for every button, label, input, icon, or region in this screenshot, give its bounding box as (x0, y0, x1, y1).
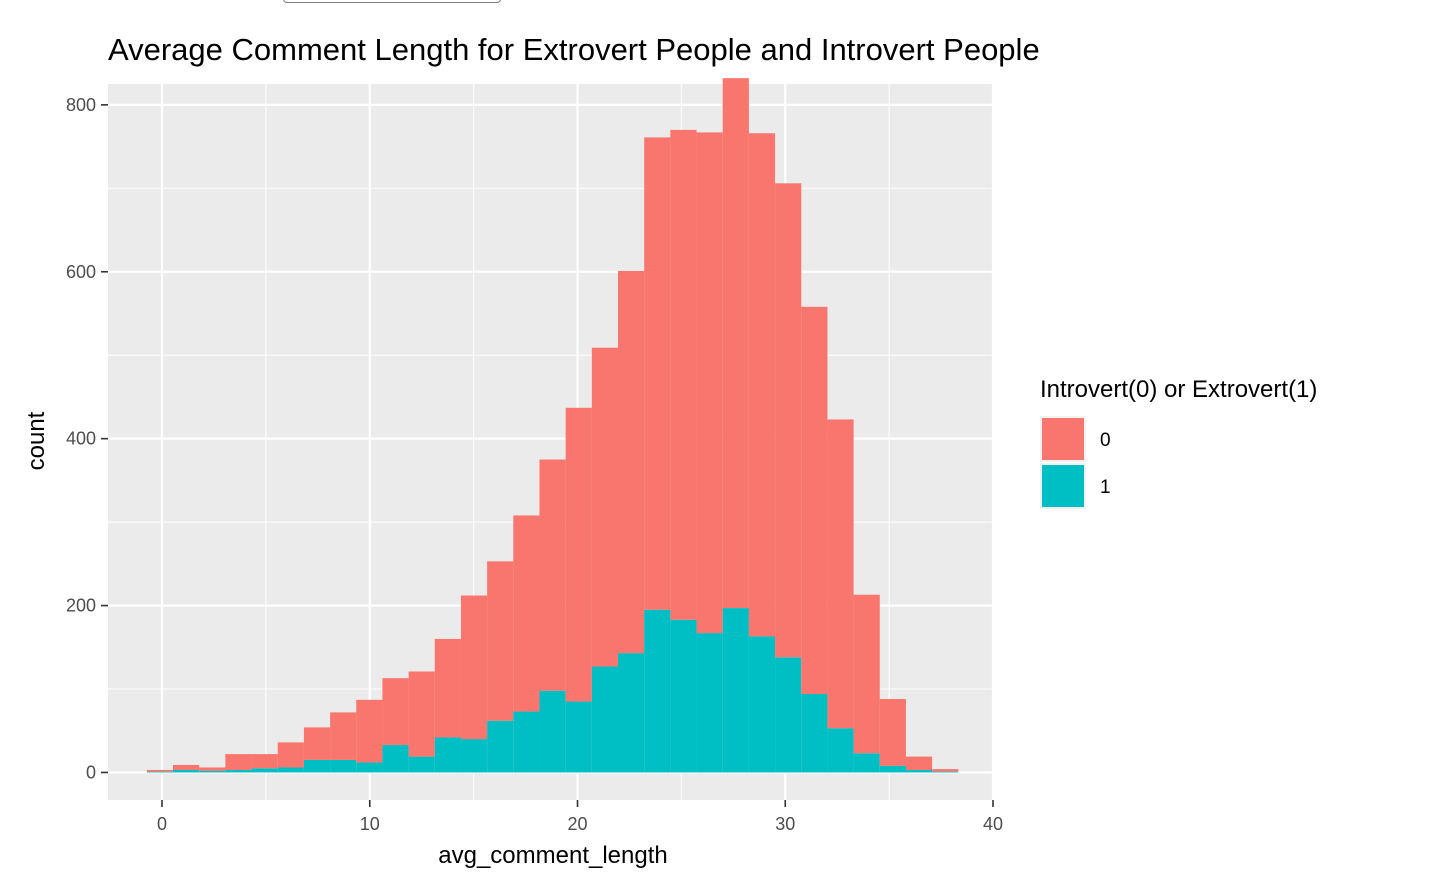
legend-swatch (1042, 418, 1084, 460)
bar-extrovert (670, 619, 697, 773)
bar-introvert (539, 459, 566, 691)
bar-extrovert (277, 767, 304, 773)
bar-extrovert (748, 636, 776, 773)
legend-label: 0 (1100, 430, 1111, 451)
bar-extrovert (853, 753, 880, 773)
bar-introvert (251, 754, 278, 769)
y-tick-label: 400 (66, 429, 96, 449)
y-tick-label: 200 (66, 596, 96, 616)
bar-introvert (644, 137, 671, 610)
chart-title: Average Comment Length for Extrovert Peo… (108, 32, 1040, 67)
bar-extrovert (251, 768, 278, 773)
bar-introvert (670, 129, 697, 620)
bar-introvert (591, 347, 619, 667)
bar-introvert (487, 561, 514, 721)
bar-extrovert (303, 759, 331, 773)
bar-extrovert (330, 759, 357, 773)
bar-introvert (565, 407, 592, 702)
bar-extrovert (565, 701, 592, 773)
bar-introvert (356, 699, 383, 763)
bar-extrovert (408, 756, 435, 773)
bar-extrovert (225, 769, 252, 773)
bar-introvert (513, 515, 540, 712)
bar-introvert (303, 727, 331, 760)
bar-introvert (748, 133, 776, 637)
bar-introvert (277, 742, 304, 768)
bar-extrovert (487, 720, 514, 773)
bar-extrovert (199, 770, 226, 773)
bar-introvert (382, 678, 409, 745)
legend-label: 1 (1100, 477, 1111, 498)
legend-title: Introvert(0) or Extrovert(1) (1040, 376, 1317, 403)
x-tick-label: 40 (983, 814, 1003, 834)
legend: Introvert(0) or Extrovert(1) 0 1 (1040, 376, 1317, 509)
bar-extrovert (696, 633, 723, 773)
bar-extrovert (775, 657, 802, 773)
bar-introvert (460, 595, 488, 740)
y-tick-label: 600 (66, 262, 96, 282)
bar-extrovert (905, 769, 933, 773)
bar-extrovert (434, 737, 461, 773)
bar-introvert (199, 767, 226, 771)
bar-extrovert (932, 771, 959, 773)
bars (146, 78, 959, 773)
bar-introvert (905, 756, 933, 770)
bar-introvert (330, 712, 357, 760)
legend-swatch (1042, 465, 1084, 507)
bar-introvert (408, 671, 435, 757)
bar-introvert (853, 594, 880, 754)
y-axis-title: count (23, 411, 50, 470)
x-axis-title: avg_comment_length (438, 842, 667, 869)
bar-introvert (801, 306, 828, 695)
bar-extrovert (618, 653, 645, 773)
x-tick-label: 30 (775, 814, 795, 834)
bar-introvert (146, 769, 174, 772)
bar-extrovert (539, 690, 566, 773)
bar-introvert (879, 699, 906, 766)
bar-extrovert (356, 762, 383, 773)
bar-extrovert (460, 739, 488, 773)
bar-extrovert (644, 609, 671, 773)
bar-extrovert (173, 769, 200, 773)
bar-introvert (722, 78, 749, 609)
bar-introvert (827, 419, 854, 729)
bar-introvert (696, 132, 723, 634)
bar-extrovert (827, 728, 854, 773)
y-tick-label: 800 (66, 95, 96, 115)
bar-introvert (434, 638, 461, 738)
bar-introvert (618, 270, 645, 654)
bar-introvert (173, 764, 200, 770)
y-tick-label: 0 (86, 762, 96, 782)
bar-introvert (932, 769, 959, 772)
bar-extrovert (382, 744, 409, 773)
x-tick-label: 0 (157, 814, 167, 834)
x-tick-label: 20 (567, 814, 587, 834)
bar-extrovert (591, 666, 619, 773)
bar-extrovert (722, 608, 749, 773)
bar-extrovert (146, 771, 174, 773)
bar-extrovert (801, 694, 828, 773)
bar-introvert (775, 183, 802, 658)
bar-extrovert (513, 711, 540, 773)
x-tick-label: 10 (360, 814, 380, 834)
bar-extrovert (879, 765, 906, 773)
bar-introvert (225, 754, 252, 770)
